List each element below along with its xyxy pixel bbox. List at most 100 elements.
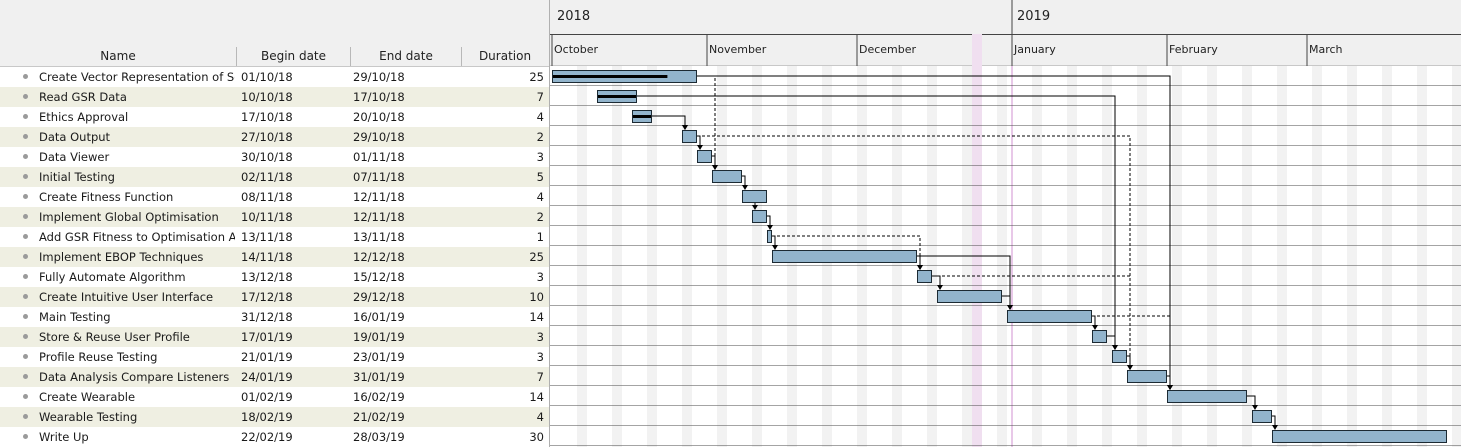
task-begin-date: 10/11/18 [241,210,293,224]
month-label: October [554,43,598,56]
dependency-line [742,175,746,186]
table-row[interactable]: Create Wearable 01/02/19 16/02/19 14 [0,387,549,407]
task-duration: 10 [529,290,544,304]
table-row[interactable]: Create Vector Representation of So... 01/… [0,67,549,87]
task-name: Store & Reuse User Profile [39,330,190,344]
dependency-line [767,215,771,226]
weekend-shade [1387,66,1392,447]
task-bar [772,250,917,263]
column-header-end-date[interactable]: End date [351,47,462,66]
task-end-date: 29/10/18 [353,130,405,144]
task-name: Add GSR Fitness to Optimisation Al... [39,230,235,244]
table-row[interactable]: Store & Reuse User Profile 17/01/19 19/01/… [0,327,549,347]
weekend-shade [757,66,762,447]
task-bar [1112,350,1127,363]
task-duration: 4 [536,110,544,124]
task-name: Create Vector Representation of So... [39,70,235,84]
timeline-header [550,0,1461,66]
month-label: March [1309,43,1343,56]
dependency-line [712,155,716,166]
table-row[interactable]: Profile Reuse Testing 21/01/19 23/01/19 3 [0,347,549,367]
task-bullet-icon [23,214,28,219]
task-bar [1272,430,1447,443]
task-bullet-icon [23,414,28,419]
table-row[interactable]: Read GSR Data 10/10/18 17/10/18 7 [0,87,549,107]
task-bar [1092,330,1107,343]
dependency-arrow-icon [772,245,778,250]
weekend-shade [1172,66,1177,447]
task-table: Name Begin date End date Duration Create… [0,0,549,447]
table-row[interactable]: Main Testing 31/12/18 16/01/19 14 [0,307,549,327]
task-begin-date: 01/10/18 [241,70,293,84]
dependency-line [1092,315,1096,326]
table-row[interactable]: Create Intuitive User Interface 17/12/18 2… [0,287,549,307]
table-row[interactable]: Data Output 27/10/18 29/10/18 2 [0,127,549,147]
dependency-line [652,115,686,126]
table-row[interactable]: Add GSR Fitness to Optimisation Al... 13/… [0,227,549,247]
column-header-name[interactable]: Name [0,47,237,66]
table-row[interactable]: Write Up 22/02/19 28/03/19 30 [0,427,549,447]
table-row[interactable]: Initial Testing 02/11/18 07/11/18 5 [0,167,549,187]
task-end-date: 12/12/18 [353,250,405,264]
task-progress-bar [553,75,668,78]
dependency-line [1002,295,1011,306]
task-name: Data Output [39,130,111,144]
weekend-shade [577,66,582,447]
task-name: Implement Global Optimisation [39,210,219,224]
task-bullet-icon [23,234,28,239]
column-header-duration[interactable]: Duration [478,49,532,63]
task-bar [712,170,742,183]
task-end-date: 07/11/18 [353,170,405,184]
task-begin-date: 24/01/19 [241,370,293,384]
weekend-shade [617,66,622,447]
task-name: Data Viewer [39,150,110,164]
dependency-line [1127,355,1131,366]
year-marker [1011,66,1013,447]
weekend-shade [1312,66,1317,447]
month-label: February [1169,43,1218,56]
task-begin-date: 13/12/18 [241,270,293,284]
table-row[interactable]: Create Fitness Function 08/11/18 12/11/18 4 [0,187,549,207]
weekend-shade [1352,66,1357,447]
dependency-arrow-icon [1007,305,1013,310]
task-bullet-icon [23,134,28,139]
task-bullet-icon [23,94,28,99]
weekend-shade [752,66,757,447]
table-row[interactable]: Implement EBOP Techniques 14/11/18 12/12/1… [0,247,549,267]
task-end-date: 23/01/19 [353,350,405,364]
table-row[interactable]: Data Analysis Compare Listeners 24/01/19 3… [0,367,549,387]
task-duration: 3 [536,150,544,164]
table-row[interactable]: Implement Global Optimisation 10/11/18 12/… [0,207,549,227]
task-end-date: 20/10/18 [353,110,405,124]
dependency-arrow-icon [937,285,943,290]
weekend-shade [1142,66,1147,447]
table-row[interactable]: Ethics Approval 17/10/18 20/10/18 4 [0,107,549,127]
dependency-arrow-icon [917,265,923,270]
weekend-shade [1317,66,1322,447]
task-bullet-icon [23,174,28,179]
column-header-begin-date[interactable]: Begin date [237,47,351,66]
task-begin-date: 22/02/19 [241,430,293,444]
task-bullet-icon [23,294,28,299]
task-end-date: 17/10/18 [353,90,405,104]
task-duration: 14 [529,390,544,404]
table-row[interactable]: Fully Automate Algorithm 13/12/18 15/12/18… [0,267,549,287]
task-bullet-icon [23,374,28,379]
task-begin-date: 21/01/19 [241,350,293,364]
table-row[interactable]: Data Viewer 30/10/18 01/11/18 3 [0,147,549,167]
task-duration: 7 [536,90,544,104]
table-row[interactable]: Wearable Testing 18/02/19 21/02/19 4 [0,407,549,427]
task-progress-bar [598,95,636,98]
task-begin-date: 13/11/18 [241,230,293,244]
dependency-arrow-icon [1127,365,1133,370]
dependency-line [1107,335,1116,346]
task-bullet-icon [23,254,28,259]
task-duration: 14 [529,310,544,324]
task-begin-date: 08/11/18 [241,190,293,204]
table-header: Name Begin date End date Duration [0,0,549,67]
gantt-svg: 2018 2019 October November December January Fe… [550,0,1461,447]
task-bullet-icon [23,74,28,79]
weekend-shade [1072,66,1077,447]
year-label: 2018 [557,9,590,24]
task-end-date: 19/01/19 [353,330,405,344]
